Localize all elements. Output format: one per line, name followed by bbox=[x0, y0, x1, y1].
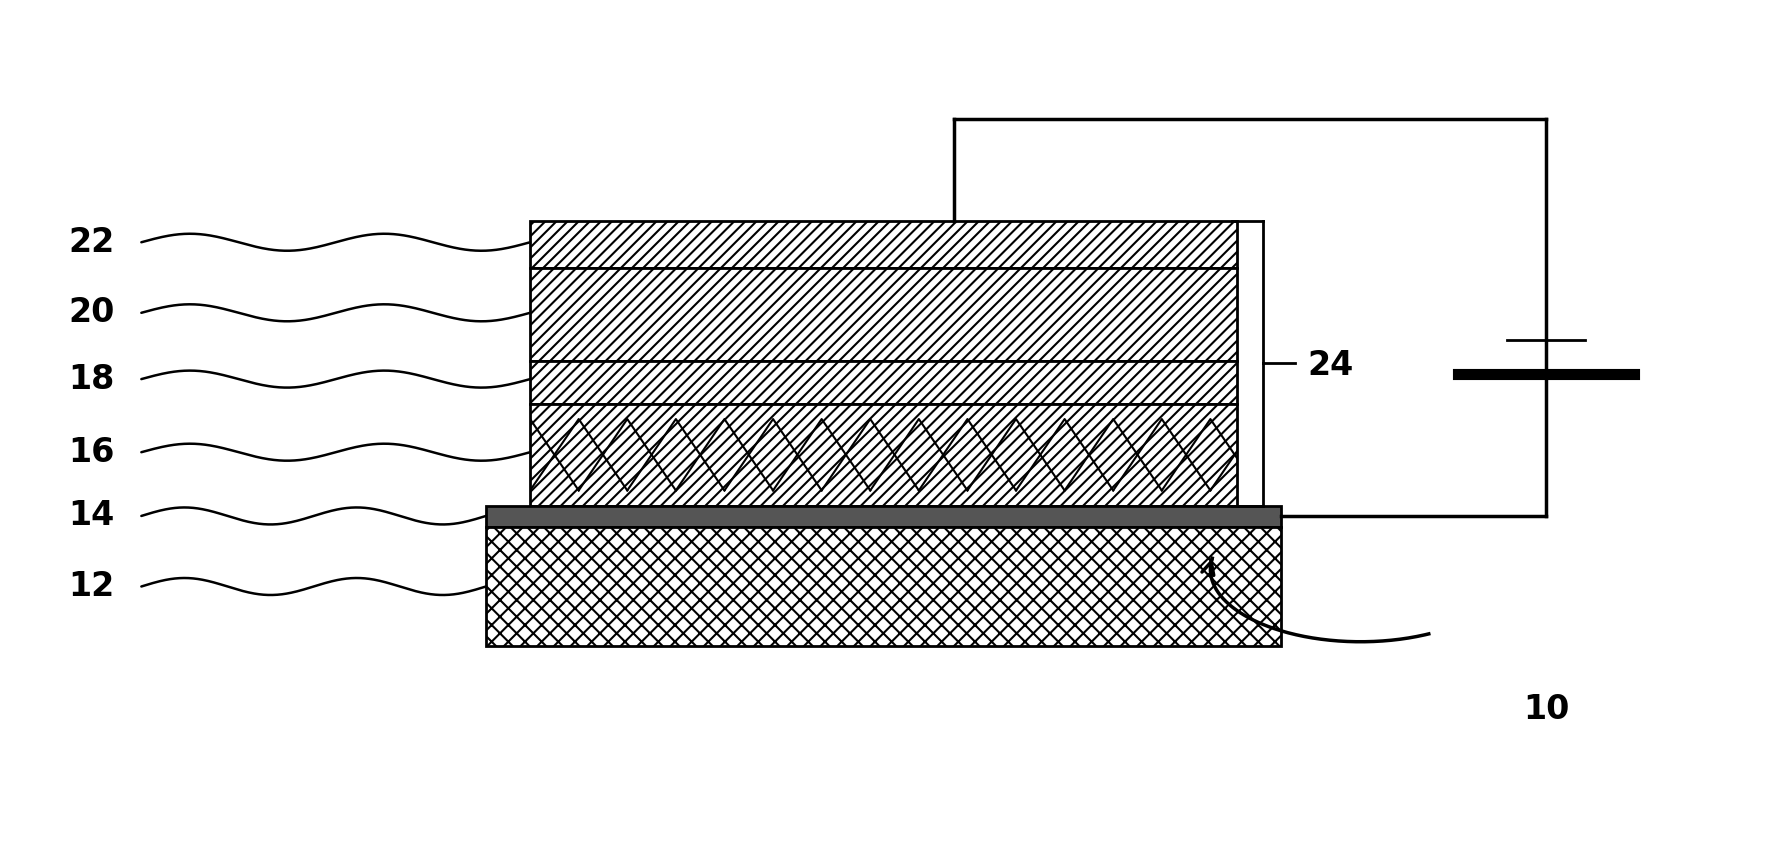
Bar bbox=[530, 221, 1237, 268]
Text: 20: 20 bbox=[69, 297, 115, 329]
Bar bbox=[530, 268, 1237, 361]
Text: 16: 16 bbox=[69, 436, 115, 468]
Bar bbox=[530, 361, 1237, 404]
Bar bbox=[486, 506, 1281, 527]
Text: 12: 12 bbox=[69, 570, 115, 603]
Text: 18: 18 bbox=[69, 363, 115, 395]
Text: 22: 22 bbox=[69, 226, 115, 258]
Bar bbox=[486, 506, 1281, 527]
Text: 14: 14 bbox=[69, 500, 115, 532]
Bar bbox=[486, 527, 1281, 646]
Text: 10: 10 bbox=[1523, 694, 1569, 726]
Text: 24: 24 bbox=[1308, 349, 1354, 382]
Bar bbox=[530, 404, 1237, 506]
